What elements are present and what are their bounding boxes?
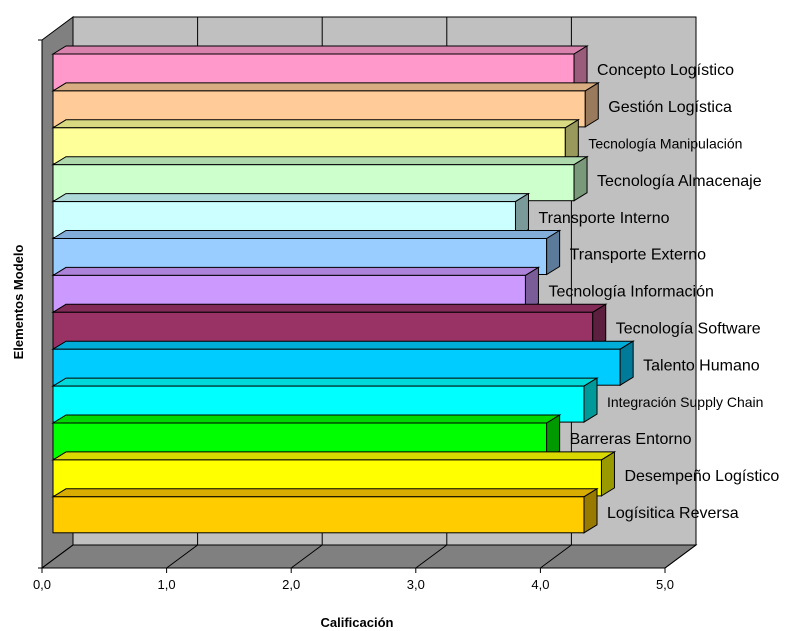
bar-top: [51, 82, 601, 92]
category-label: Logísitica Reversa: [607, 505, 739, 522]
bar-top: [51, 451, 617, 461]
bar-top: [51, 156, 589, 166]
x-tick-label: 5,0: [656, 577, 674, 592]
y-axis-title: Elementos Modelo: [11, 245, 26, 360]
bar-top: [51, 303, 608, 313]
category-label: Barreras Entorno: [570, 431, 692, 448]
bar-end: [546, 229, 561, 276]
bar-end: [573, 45, 588, 91]
gridline-floor: [166, 544, 198, 569]
bar-end: [514, 192, 529, 239]
bar-end: [573, 155, 588, 202]
x-tick-label: 1,0: [158, 577, 176, 592]
floor: [40, 544, 698, 569]
bar-top: [51, 193, 531, 203]
bar-end: [600, 451, 615, 497]
category-label: Tecnología Información: [548, 284, 713, 301]
bar-end: [546, 414, 561, 460]
bar-end: [583, 377, 598, 423]
category-label: Desempeño Logístico: [624, 468, 779, 485]
gridline-floor: [540, 544, 572, 569]
bar-end: [619, 340, 634, 387]
bar-top: [51, 414, 562, 424]
category-label: Gestión Logística: [608, 99, 732, 116]
bar-end: [583, 487, 598, 534]
category-label: Integración Supply Chain: [607, 394, 763, 410]
x-axis-title: Calificación: [321, 615, 394, 630]
bar-end: [584, 82, 599, 128]
category-label: Tecnología Manipulación: [588, 136, 742, 152]
bar-top: [51, 119, 581, 129]
bar-end: [592, 303, 607, 350]
bar-top: [51, 377, 599, 387]
category-label: Concepto Logístico: [597, 62, 734, 79]
category-label: Tecnología Almacenaje: [597, 173, 762, 190]
gridline-floor: [664, 544, 697, 569]
bar-front: [52, 496, 585, 534]
bars: [51, 45, 635, 534]
gridline-floor: [415, 544, 448, 569]
category-label: Transporte Externo: [570, 247, 706, 264]
bar-top: [51, 230, 562, 239]
bar-top: [51, 340, 635, 350]
x-tick-labels: 0,0 1,0 2,0 3,0 4,0 5,0: [33, 577, 674, 592]
bar-top: [51, 45, 589, 55]
bar-end: [524, 266, 539, 313]
bar-end: [564, 118, 579, 165]
x-tick-label: 4,0: [531, 577, 549, 592]
gridline-floor: [290, 544, 323, 569]
x-tick-label: 2,0: [282, 577, 300, 592]
category-labels: Concepto Logístico Gestión Logística Tecno…: [538, 62, 779, 522]
bar-top: [51, 266, 541, 276]
x-tick-label: 3,0: [407, 577, 425, 592]
category-label: Talento Humano: [643, 357, 760, 374]
axes: [38, 39, 666, 573]
bar-top: [51, 488, 599, 498]
x-tick-label: 0,0: [33, 577, 51, 592]
category-label: Transporte Interno: [538, 210, 669, 227]
category-label: Tecnología Software: [616, 321, 761, 338]
gridline-floor: [41, 544, 74, 569]
bar: [51, 487, 599, 534]
